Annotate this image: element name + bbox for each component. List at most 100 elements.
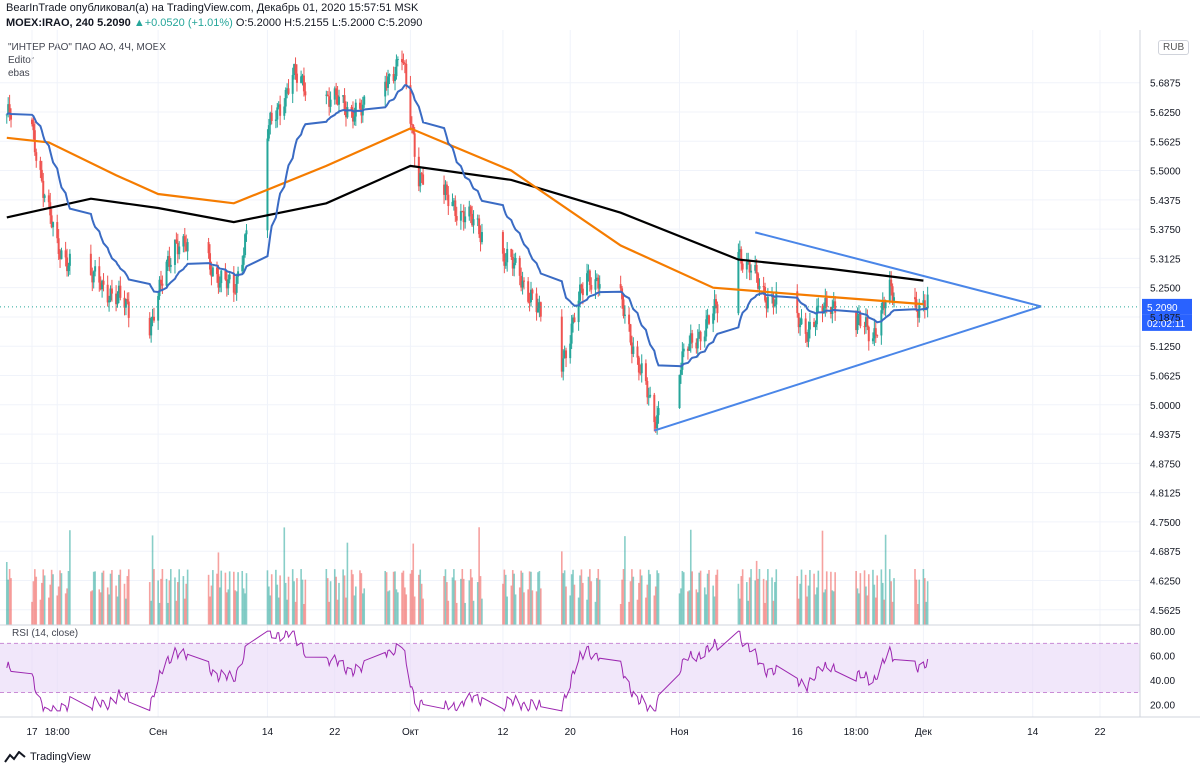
volume-bar	[739, 598, 741, 625]
volume-bar	[750, 569, 752, 625]
candle-body	[632, 346, 635, 354]
candle-body	[800, 318, 803, 325]
currency-badge[interactable]: RUB	[1158, 40, 1190, 55]
volume-bar	[404, 587, 406, 625]
volume-bar	[275, 569, 277, 625]
candle-body	[577, 300, 580, 323]
candle-body	[363, 96, 366, 105]
candle-body	[241, 264, 244, 272]
candle-body	[245, 230, 248, 235]
series-legend-title[interactable]: "ИНТЕР РАО" ПАО АО, 4Ч, MOEX	[8, 42, 166, 53]
candle-body	[110, 288, 113, 294]
volume-bar	[217, 552, 220, 625]
moving-averages	[6, 84, 929, 368]
volume-bar	[580, 569, 583, 625]
candle-body	[5, 114, 8, 116]
volume-bar	[183, 598, 186, 625]
candle-body	[656, 415, 659, 429]
candle-body	[216, 267, 219, 275]
volume-bar	[806, 596, 808, 625]
x-tick-label: 18:00	[45, 727, 70, 738]
candle-body	[57, 238, 60, 254]
candle-body	[304, 91, 307, 96]
volume-bar	[401, 572, 403, 625]
y-tick-label: 5.6250	[1150, 108, 1181, 119]
volume-bar	[216, 573, 218, 625]
candle-body	[420, 173, 423, 175]
candle-body	[186, 242, 189, 252]
volume-bar	[924, 578, 926, 625]
volume-bar	[691, 571, 693, 625]
candle-body	[822, 308, 825, 314]
candle-body	[342, 95, 345, 97]
volume-bar	[619, 603, 622, 625]
volume-bar	[227, 589, 230, 625]
x-tick-label: 20	[565, 727, 577, 738]
candle-body	[737, 252, 740, 314]
x-tick-label: 12	[497, 727, 509, 738]
candle-body	[579, 284, 582, 301]
volume-bar	[167, 602, 169, 625]
volume-bar	[563, 570, 566, 625]
candle-body	[276, 107, 279, 120]
volume-bar	[279, 575, 281, 625]
volume-bar	[174, 577, 176, 625]
volume-bar	[640, 575, 643, 625]
ma100-line	[6, 127, 924, 306]
volume-bar	[90, 591, 92, 625]
candle-body	[354, 102, 357, 117]
candle-body	[468, 206, 471, 217]
candle-body	[56, 222, 59, 239]
volume-bar	[56, 595, 59, 625]
candle-body	[464, 216, 467, 223]
volume-bar	[528, 571, 531, 625]
candle-body	[629, 324, 632, 343]
volume-bar	[388, 590, 391, 625]
tradingview-logo[interactable]: TradingView	[4, 751, 91, 763]
candle-body	[825, 297, 828, 307]
candle-body	[329, 99, 332, 107]
volume-bar	[291, 569, 294, 625]
candle-body	[353, 116, 356, 122]
volume-bar	[392, 571, 395, 625]
volume-bar	[283, 527, 286, 625]
candle-body	[565, 350, 568, 359]
candle-body	[890, 279, 893, 287]
axes: 5.6875 5.6250 5.5625 5.5000 5.4375 5.3750 5.31…	[0, 30, 1200, 738]
volume-bar	[573, 584, 576, 625]
candle-body	[210, 269, 213, 277]
volume-bar	[800, 569, 803, 625]
candle-body	[581, 288, 584, 296]
volume-bar	[362, 593, 364, 625]
candle-body	[630, 342, 633, 354]
volume-bar	[807, 585, 810, 625]
candle-body	[506, 248, 509, 263]
volume-bar	[540, 588, 542, 625]
candle-body	[580, 284, 583, 289]
candle-body	[522, 280, 525, 282]
symbol-name[interactable]: MOEX:IRAO, 240	[6, 17, 95, 29]
volume-bar	[628, 601, 630, 625]
candle-body	[396, 59, 399, 61]
candle-body	[119, 285, 122, 298]
volume-bar	[464, 602, 466, 625]
candle-body	[417, 156, 420, 187]
candle-body	[535, 293, 538, 313]
candle-body	[824, 297, 827, 309]
volume-bar	[111, 570, 113, 625]
volume-bar	[654, 586, 657, 625]
candle-body	[708, 315, 711, 324]
rsi-tick-label: 60.00	[1150, 652, 1175, 663]
candle-body	[815, 307, 818, 325]
volume-bar	[343, 575, 346, 625]
candle-body	[657, 408, 660, 416]
candle-body	[804, 318, 807, 334]
candle-body	[740, 249, 743, 264]
candle-body	[287, 88, 290, 94]
y-tick-label: 5.3750	[1150, 225, 1181, 236]
volume-bar	[872, 569, 874, 625]
y-tick-label: 5.5625	[1150, 137, 1181, 148]
candle-body	[64, 250, 67, 258]
volume-bar	[883, 599, 885, 625]
